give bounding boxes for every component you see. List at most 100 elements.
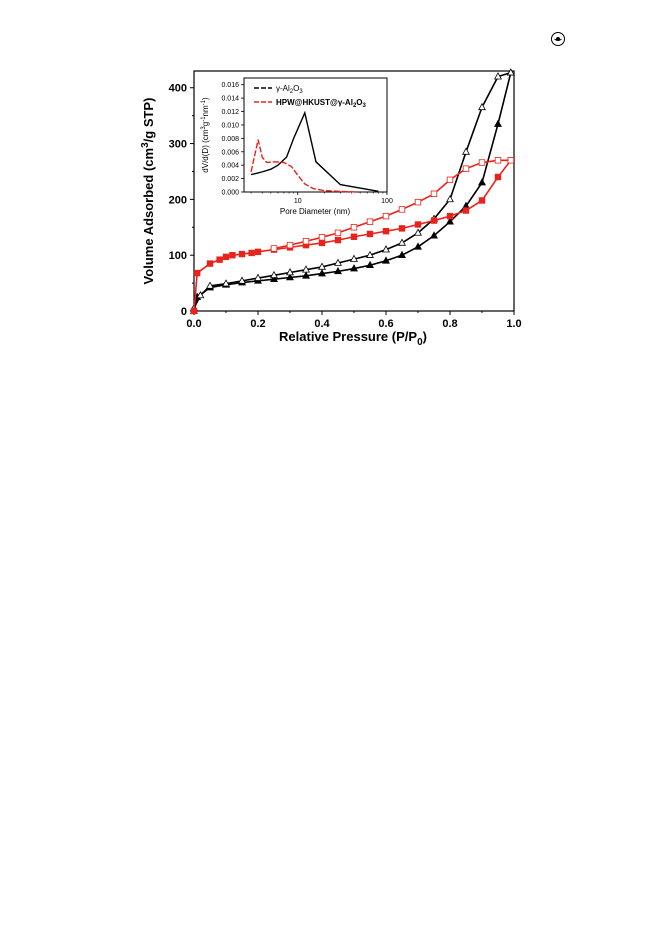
inset-y-tick-label: 0.014 — [221, 96, 239, 103]
main-data-point — [366, 260, 374, 269]
inset-y-tick-label: 0.000 — [221, 190, 239, 197]
main-data-point — [334, 266, 342, 275]
inset-x-tick-label: 10 — [294, 198, 302, 205]
main-y-tick-label: 300 — [169, 139, 187, 151]
main-y-tick-label: 400 — [169, 83, 187, 95]
inset-axis-ticks: 10 100 0.000 0.002 0.004 0.006 0.008 0.010 0.012… — [221, 82, 392, 205]
main-x-tick-label: 0.8 — [442, 318, 457, 330]
main-data-point — [248, 249, 255, 257]
main-data-point — [270, 274, 278, 282]
main-data-point — [206, 281, 214, 289]
main-data-point — [334, 258, 342, 266]
main-data-point — [478, 197, 486, 204]
inset-y-tick-label: 0.004 — [221, 163, 239, 170]
main-data-point — [382, 212, 390, 220]
main-series-line — [273, 159, 511, 250]
main-data-point — [206, 260, 214, 267]
legend-label-hpw-hkust: HPW@HKUST@γ-Al2O3 — [276, 98, 367, 109]
main-data-point — [318, 234, 326, 241]
main-data-point — [318, 262, 326, 270]
main-data-point — [318, 269, 326, 277]
main-x-tick-label: 1.0 — [506, 318, 521, 330]
main-data-point — [478, 178, 486, 186]
main-data-point — [382, 256, 390, 264]
main-y-tick-label: 0 — [181, 306, 187, 318]
main-series-line — [193, 71, 512, 309]
main-data-point — [286, 268, 294, 276]
main-x-tick-label: 0.6 — [378, 318, 393, 330]
main-data-point — [494, 157, 502, 164]
main-data-point — [414, 198, 422, 206]
inset-y-tick-label: 0.010 — [221, 122, 239, 129]
main-data-point — [382, 245, 390, 253]
inset-series-line-1 — [250, 139, 357, 193]
main-data-point — [350, 233, 358, 240]
main-series-3 — [270, 157, 514, 252]
main-data-point — [382, 227, 390, 235]
main-data-point — [446, 176, 454, 184]
main-data-point — [494, 119, 502, 127]
main-x-tick-label: 0.4 — [314, 318, 330, 330]
main-x-tick-label: 0.2 — [250, 318, 265, 330]
main-y-tick-label: 100 — [169, 250, 187, 262]
circled-dot-icon — [551, 32, 565, 46]
inset-y-tick-label: 0.008 — [221, 136, 239, 143]
main-data-point — [494, 72, 502, 80]
main-data-point — [270, 245, 278, 252]
main-data-point — [286, 241, 294, 249]
main-data-point — [398, 206, 406, 213]
main-data-point — [229, 251, 236, 259]
main-data-point — [462, 165, 470, 172]
main-x-axis-label: Relative Pressure (P/P0) — [279, 329, 427, 348]
main-data-point — [196, 290, 205, 299]
main-data-point — [446, 217, 454, 225]
inset-y-tick-label: 0.006 — [221, 149, 239, 156]
inset-y-tick-label: 0.016 — [221, 82, 239, 89]
main-data-point — [286, 273, 294, 281]
inset-plot-frame — [243, 77, 388, 193]
main-data-point — [222, 279, 230, 287]
main-data-point — [238, 276, 246, 284]
inset-series-line-0 — [250, 110, 379, 193]
main-data-point — [398, 225, 406, 232]
main-y-axis-label: Volume Adsorbed (cm3/g STP) — [140, 98, 156, 285]
main-data-point — [414, 228, 422, 236]
main-data-point — [398, 238, 406, 246]
inset-y-tick-label: 0.012 — [221, 109, 239, 116]
main-data-point — [462, 147, 470, 155]
main-data-point — [350, 264, 358, 272]
main-data-point — [478, 159, 486, 166]
main-data-point — [270, 270, 278, 279]
isotherm-figure: 0.0 0.2 0.4 0.6 0.8 1.0 0 100 200 300 400 Volume A… — [140, 68, 522, 348]
main-data-point — [494, 173, 502, 181]
main-data-point — [318, 239, 326, 247]
main-data-point — [254, 248, 262, 256]
main-data-point — [302, 265, 310, 273]
main-data-point — [302, 271, 310, 279]
inset-y-tick-label: 0.002 — [221, 176, 239, 183]
main-data-point — [414, 221, 422, 228]
main-plot-series — [190, 68, 515, 315]
main-data-point — [366, 250, 374, 258]
main-data-point — [302, 238, 310, 245]
main-data-point — [334, 236, 342, 244]
inset-x-tick-label: 100 — [381, 198, 393, 205]
main-data-point — [190, 307, 198, 315]
main-series-1 — [190, 68, 515, 312]
main-data-point — [366, 218, 374, 225]
main-data-point — [462, 207, 470, 214]
main-data-point — [350, 254, 358, 262]
main-data-point — [446, 212, 454, 220]
main-data-point — [506, 68, 515, 76]
inset-y-axis-label: dV/d(D) (cm3g-1nm-1) — [201, 97, 210, 173]
inset-legend: γ-Al2O3 HPW@HKUST@γ-Al2O3 — [254, 84, 367, 109]
main-data-point — [238, 250, 246, 258]
main-data-point — [350, 224, 358, 231]
main-data-point — [478, 102, 486, 111]
main-data-point — [430, 231, 438, 239]
main-data-point — [414, 242, 422, 250]
main-data-point — [334, 229, 342, 237]
main-data-point — [366, 230, 374, 238]
legend-label-gamma-al2o3: γ-Al2O3 — [276, 84, 303, 95]
main-data-point — [216, 256, 223, 263]
